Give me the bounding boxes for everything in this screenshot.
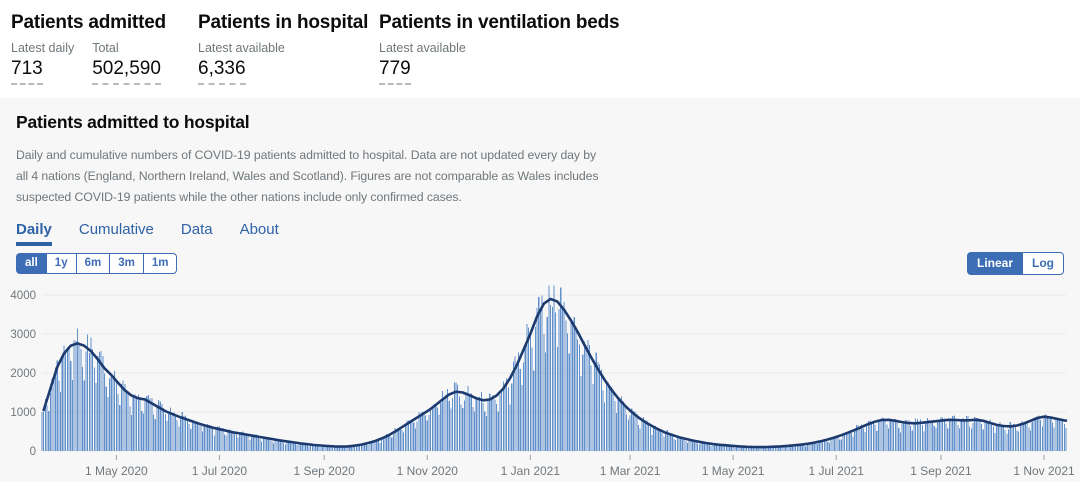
headline-title: Patients in hospital xyxy=(198,12,369,33)
headline-title: Patients in ventilation beds xyxy=(379,12,620,33)
svg-text:1 May 2021: 1 May 2021 xyxy=(702,464,765,478)
svg-text:1 Nov 2021: 1 Nov 2021 xyxy=(1013,464,1075,478)
stat-label: Total xyxy=(92,41,119,55)
stat-label: Latest available xyxy=(198,41,285,55)
svg-text:1 Jul 2020: 1 Jul 2020 xyxy=(192,464,248,478)
chart-card: Patients admitted to hospital Daily and … xyxy=(0,98,1080,482)
svg-text:1 Jan 2021: 1 Jan 2021 xyxy=(501,464,561,478)
range-button-1y[interactable]: 1y xyxy=(45,253,77,274)
stat-latest-daily: Latest daily 713 xyxy=(11,41,74,85)
headline-block-ventilation: Patients in ventilation beds Latest avai… xyxy=(379,12,1064,85)
range-selector: all 1y 6m 3m 1m xyxy=(16,253,178,274)
range-button-3m[interactable]: 3m xyxy=(109,253,144,274)
scale-linear-button[interactable]: Linear xyxy=(966,252,1023,275)
svg-text:1 Nov 2020: 1 Nov 2020 xyxy=(397,464,459,478)
tab-cumulative[interactable]: Cumulative xyxy=(78,221,154,238)
scale-toggle: Linear Log xyxy=(966,252,1064,275)
x-axis-labels: 1 May 2020 1 Jul 2020 1 Sep 2020 1 Nov 2020… xyxy=(85,464,1075,478)
description-line: Daily and cumulative numbers of COVID-19… xyxy=(16,148,597,162)
stat-latest-available: Latest available 779 xyxy=(379,41,466,85)
svg-text:1 Sep 2021: 1 Sep 2021 xyxy=(910,464,972,478)
rolling-average-line xyxy=(42,297,1068,449)
card-title: Patients admitted to hospital xyxy=(16,112,250,132)
svg-text:1 Sep 2020: 1 Sep 2020 xyxy=(293,464,355,478)
tab-daily[interactable]: Daily xyxy=(16,221,52,246)
card-description: Daily and cumulative numbers of COVID-19… xyxy=(16,145,1064,208)
x-axis-ticks xyxy=(115,455,1045,460)
stat-total: Total 502,590 xyxy=(92,41,161,85)
svg-text:4000: 4000 xyxy=(10,290,36,302)
svg-text:2000: 2000 xyxy=(10,368,36,380)
chart-area: 0 1000 2000 3000 4000 1 May 2020 1 Jul 2020 1 S… xyxy=(0,276,1080,482)
y-axis-labels: 0 1000 2000 3000 4000 xyxy=(10,290,36,458)
stat-label: Latest available xyxy=(379,41,466,55)
tab-data[interactable]: Data xyxy=(180,221,213,238)
description-line: all 4 nations (England, Northern Ireland… xyxy=(16,169,599,183)
scale-log-button[interactable]: Log xyxy=(1022,252,1064,275)
range-button-1m[interactable]: 1m xyxy=(142,253,178,274)
range-button-all[interactable]: all xyxy=(16,253,47,274)
stat-value-link[interactable]: 6,336 xyxy=(198,58,246,85)
svg-text:1 Jul 2021: 1 Jul 2021 xyxy=(808,464,864,478)
admissions-chart[interactable]: 0 1000 2000 3000 4000 1 May 2020 1 Jul 2020 1 S… xyxy=(0,276,1080,482)
stat-value-link[interactable]: 713 xyxy=(11,58,43,85)
chart-controls: all 1y 6m 3m 1m Linear Log xyxy=(16,252,1064,275)
headline-block-admitted: Patients admitted Latest daily 713 Total… xyxy=(11,12,198,85)
stat-value-link[interactable]: 502,590 xyxy=(92,58,161,85)
svg-text:3000: 3000 xyxy=(10,329,36,341)
stat-latest-available: Latest available 6,336 xyxy=(198,41,285,85)
stat-label: Latest daily xyxy=(11,41,75,55)
svg-text:1 Mar 2021: 1 Mar 2021 xyxy=(600,464,661,478)
svg-text:1000: 1000 xyxy=(10,407,36,419)
headline-summary: Patients admitted Latest daily 713 Total… xyxy=(0,0,1080,85)
tab-bar: Daily Cumulative Data About xyxy=(16,221,1064,246)
svg-text:0: 0 xyxy=(30,446,36,458)
range-button-6m[interactable]: 6m xyxy=(75,253,111,274)
headline-title: Patients admitted xyxy=(11,12,166,33)
headline-block-in-hospital: Patients in hospital Latest available 6,… xyxy=(198,12,379,85)
daily-admission-bars[interactable] xyxy=(41,285,1067,451)
svg-text:1 May 2020: 1 May 2020 xyxy=(85,464,148,478)
tab-about[interactable]: About xyxy=(239,221,279,238)
description-line: suspected COVID-19 patients while the ot… xyxy=(16,190,462,204)
stat-value-link[interactable]: 779 xyxy=(379,58,411,85)
